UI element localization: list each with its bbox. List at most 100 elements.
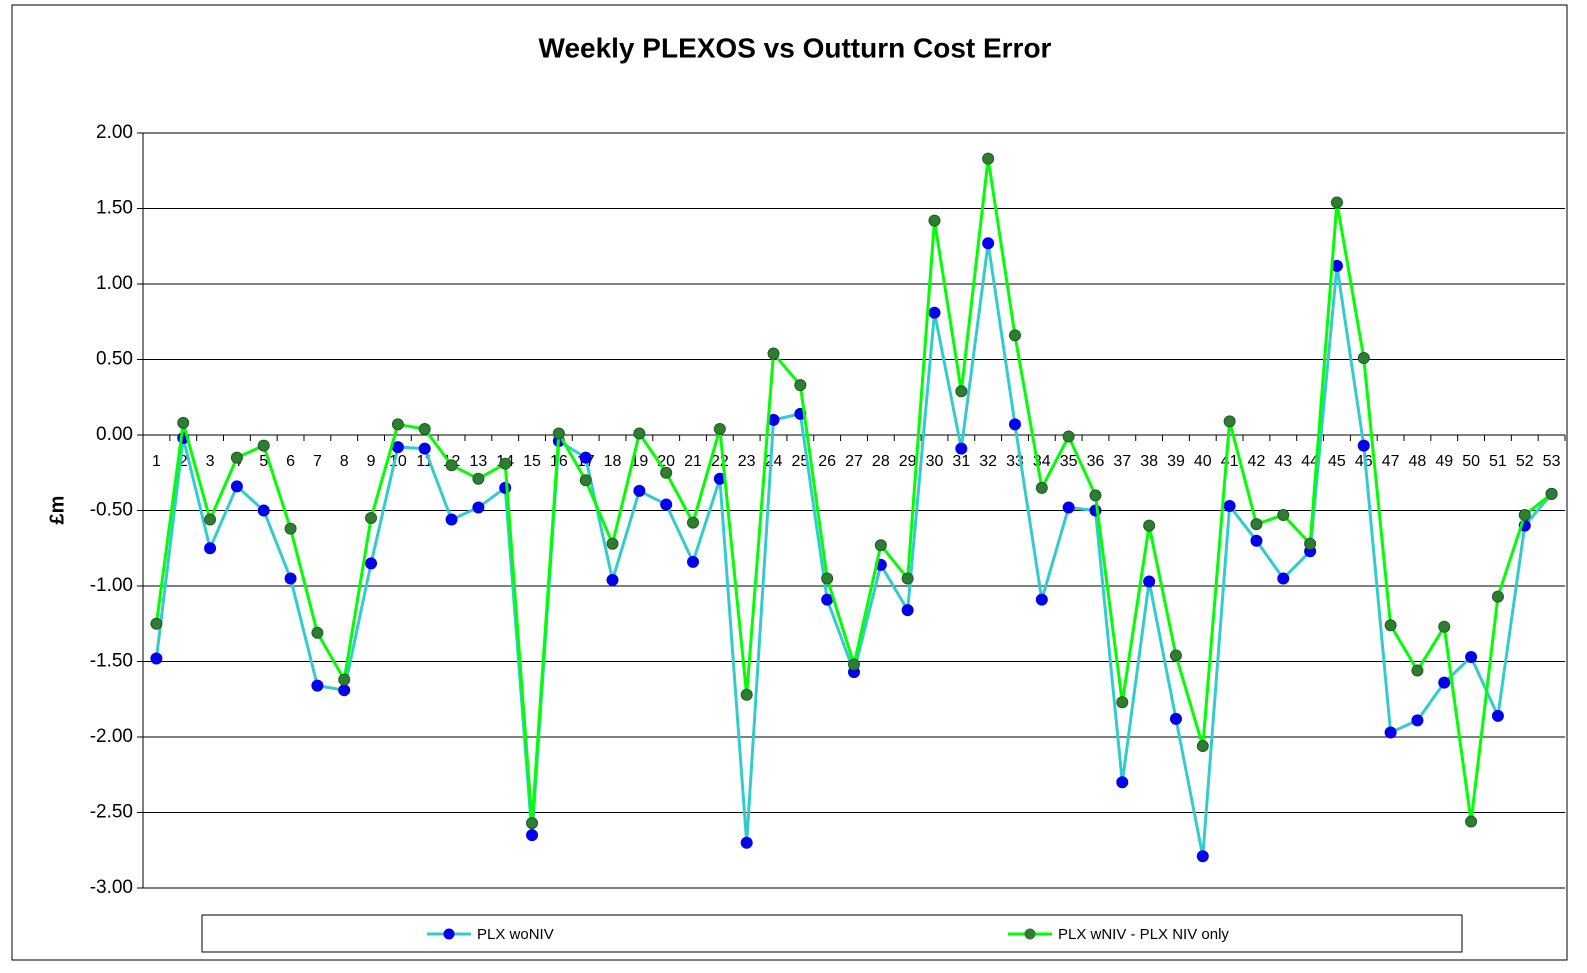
x-tick-label: 9	[367, 453, 376, 470]
data-point	[794, 379, 807, 392]
data-point	[1465, 815, 1478, 828]
data-point	[1491, 590, 1504, 603]
data-point	[660, 498, 673, 511]
data-point	[284, 572, 297, 585]
x-tick-label: 21	[684, 453, 702, 470]
data-point	[1089, 489, 1102, 502]
data-point	[1143, 519, 1156, 532]
legend-marker	[443, 928, 455, 940]
data-point	[445, 513, 458, 526]
x-tick-label: 48	[1409, 453, 1427, 470]
data-point	[418, 442, 431, 455]
data-point	[1357, 351, 1370, 364]
x-tick-label: 24	[765, 453, 783, 470]
x-tick-label: 47	[1382, 453, 1400, 470]
x-tick-label: 43	[1274, 453, 1292, 470]
chart-title: Weekly PLEXOS vs Outturn Cost Error	[539, 32, 1052, 63]
x-tick-label: 38	[1140, 453, 1158, 470]
data-point	[901, 604, 914, 617]
data-point	[204, 513, 217, 526]
data-point	[606, 537, 619, 550]
data-point	[445, 459, 458, 472]
data-point	[928, 214, 941, 227]
data-point	[982, 152, 995, 165]
data-point	[230, 480, 243, 493]
data-point	[418, 422, 431, 435]
x-tick-label: 7	[313, 453, 322, 470]
y-tick-label: 0.50	[96, 349, 133, 370]
data-point	[1196, 740, 1209, 753]
x-tick-label: 18	[604, 453, 622, 470]
x-tick-label: 39	[1167, 453, 1185, 470]
x-tick-label: 51	[1489, 453, 1507, 470]
data-point	[633, 427, 646, 440]
data-point	[740, 688, 753, 701]
y-tick-label: -2.50	[90, 802, 133, 823]
data-point	[1250, 518, 1263, 531]
data-point	[391, 418, 404, 431]
x-tick-label: 32	[979, 453, 997, 470]
data-point	[1169, 649, 1182, 662]
data-point	[338, 673, 351, 686]
data-point	[633, 484, 646, 497]
data-point	[499, 457, 512, 470]
legend-label: PLX woNIV	[477, 926, 554, 943]
data-point	[472, 472, 485, 485]
data-point	[955, 385, 968, 398]
data-point	[1008, 418, 1021, 431]
legend-marker	[1024, 928, 1036, 940]
chart-border	[11, 4, 1568, 961]
data-point	[1438, 676, 1451, 689]
x-tick-label: 41	[1221, 453, 1239, 470]
data-point	[1250, 534, 1263, 547]
x-tick-label: 36	[1087, 453, 1105, 470]
data-point	[257, 504, 270, 517]
y-tick-label: -0.50	[90, 500, 133, 521]
data-point	[204, 542, 217, 555]
data-point	[579, 474, 592, 487]
x-tick-label: 42	[1248, 453, 1266, 470]
x-tick-label: 6	[286, 453, 295, 470]
data-point	[606, 573, 619, 586]
data-point	[1062, 430, 1075, 443]
data-point	[1143, 575, 1156, 588]
data-point	[1411, 664, 1424, 677]
x-tick-label: 3	[206, 453, 215, 470]
data-point	[365, 512, 378, 525]
data-point	[150, 652, 163, 665]
data-point	[1116, 776, 1129, 789]
data-point	[150, 617, 163, 630]
x-tick-label: 31	[952, 453, 970, 470]
data-point	[1465, 650, 1478, 663]
data-point	[1062, 501, 1075, 514]
x-tick-label: 44	[1301, 453, 1319, 470]
data-point	[257, 439, 270, 452]
x-tick-label: 37	[1113, 453, 1131, 470]
data-point	[767, 347, 780, 360]
data-point	[901, 572, 914, 585]
x-tick-label: 53	[1543, 453, 1561, 470]
data-point	[472, 501, 485, 514]
data-point	[687, 555, 700, 568]
x-tick-label: 29	[899, 453, 917, 470]
x-tick-label: 25	[791, 453, 809, 470]
x-tick-label: 49	[1435, 453, 1453, 470]
data-point	[365, 557, 378, 570]
data-point	[526, 817, 539, 830]
data-point	[1411, 714, 1424, 727]
x-tick-label: 26	[818, 453, 836, 470]
data-point	[1169, 712, 1182, 725]
data-point	[499, 481, 512, 494]
data-point	[687, 516, 700, 529]
data-point	[1008, 329, 1021, 342]
y-tick-label: -3.00	[90, 877, 133, 898]
y-tick-label: -1.50	[90, 651, 133, 672]
x-tick-label: 40	[1194, 453, 1212, 470]
data-point	[874, 539, 887, 552]
data-point	[1223, 415, 1236, 428]
data-point	[177, 416, 190, 429]
data-point	[526, 829, 539, 842]
x-tick-label: 52	[1516, 453, 1534, 470]
x-tick-label: 50	[1462, 453, 1480, 470]
y-tick-label: -1.00	[90, 575, 133, 596]
